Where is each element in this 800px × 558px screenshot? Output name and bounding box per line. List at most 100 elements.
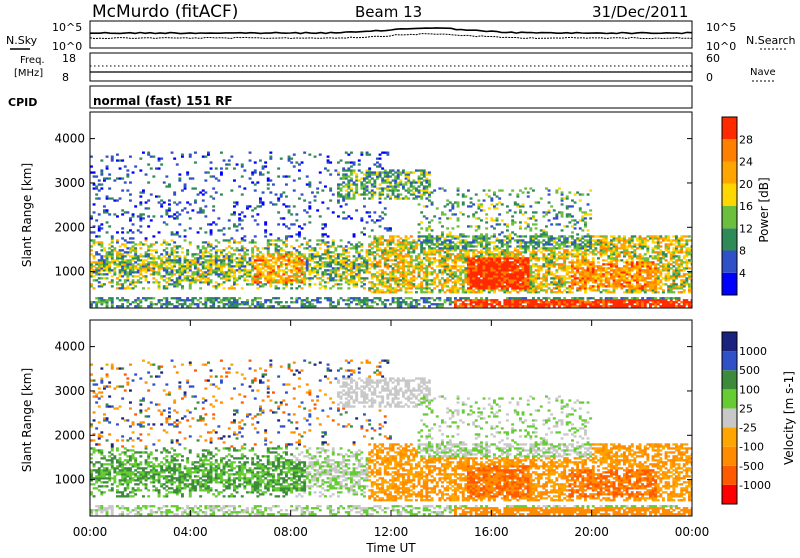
power-cell: [204, 215, 207, 217]
power-cell: [397, 239, 400, 241]
power-cell: [186, 211, 189, 213]
power-cell: [433, 281, 436, 283]
power-cell: [223, 263, 226, 265]
power-cell: [379, 187, 382, 189]
power-cell: [394, 271, 397, 273]
power-cell: [516, 291, 519, 293]
power-cell: [532, 241, 535, 243]
power-cell: [129, 199, 132, 201]
power-cell: [428, 181, 431, 183]
power-cell: [368, 235, 371, 237]
power-cell: [386, 289, 389, 291]
power-cell: [181, 189, 184, 191]
power-cell: [464, 267, 467, 269]
power-cell: [176, 297, 179, 299]
power-cell: [542, 229, 545, 231]
power-cell: [441, 257, 444, 259]
power-cell: [308, 255, 311, 257]
power-cell: [488, 207, 491, 209]
power-cell: [438, 289, 441, 291]
power-cell: [100, 223, 103, 225]
power-cell: [397, 169, 400, 171]
power-cell: [529, 255, 532, 257]
power-cell: [477, 267, 480, 269]
power-cell: [251, 263, 254, 265]
power-cell: [155, 279, 158, 281]
power-cell: [327, 245, 330, 247]
power-cell: [314, 305, 317, 307]
power-cell: [210, 175, 213, 177]
power-cell: [210, 231, 213, 233]
power-cell: [243, 303, 246, 305]
power-cell: [431, 267, 434, 269]
power-cell: [529, 259, 532, 261]
power-cell: [251, 255, 254, 257]
power-cell: [158, 195, 161, 197]
power-cell: [548, 287, 551, 289]
power-cell: [95, 279, 98, 281]
power-cell: [285, 175, 288, 177]
power-cell: [121, 209, 124, 211]
power-cell: [210, 259, 213, 261]
power-cell: [488, 269, 491, 271]
power-cell: [368, 287, 371, 289]
power-cell: [579, 287, 582, 289]
power-cell: [405, 273, 408, 275]
power-cell: [558, 235, 561, 237]
power-cell: [256, 297, 259, 299]
power-cell: [485, 279, 488, 281]
power-cell: [527, 281, 530, 283]
power-cell: [553, 263, 556, 265]
power-cell: [171, 283, 174, 285]
power-cell: [353, 245, 356, 247]
power-cell: [298, 269, 301, 271]
power-cell: [181, 299, 184, 301]
power-cell: [308, 301, 311, 303]
power-cell: [121, 287, 124, 289]
power-cell: [503, 265, 506, 267]
power-cell: [363, 191, 366, 193]
power-cell: [503, 287, 506, 289]
power-cell: [501, 275, 504, 277]
power-cell: [129, 269, 132, 271]
power-cell: [321, 279, 324, 281]
power-cell: [129, 281, 132, 283]
power-cell: [545, 269, 548, 271]
power-cell: [358, 271, 361, 273]
power-cell: [197, 269, 200, 271]
power-cell: [483, 257, 486, 259]
power-cell: [100, 277, 103, 279]
power-cell: [462, 255, 465, 257]
power-cell: [285, 267, 288, 269]
power-cell: [574, 305, 577, 307]
power-cell: [230, 285, 233, 287]
power-cell: [223, 303, 226, 305]
power-cell: [264, 263, 267, 265]
power-cell: [384, 271, 387, 273]
power-cell: [425, 181, 428, 183]
power-cell: [189, 303, 192, 305]
power-cell: [178, 179, 181, 181]
power-cell: [98, 253, 101, 255]
power-cell: [165, 299, 168, 301]
power-cell: [204, 156, 207, 158]
power-cell: [223, 287, 226, 289]
power-cell: [108, 247, 111, 249]
power-cell: [277, 255, 280, 257]
power-cell: [475, 193, 478, 195]
power-cell: [288, 281, 291, 283]
power-cell: [319, 181, 322, 183]
power-cell: [584, 221, 587, 223]
power-cell: [139, 195, 142, 197]
power-cell: [470, 269, 473, 271]
power-cell: [519, 253, 522, 255]
power-cell: [111, 241, 114, 243]
power-cell: [467, 281, 470, 283]
power-cell: [215, 285, 218, 287]
power-cell: [405, 259, 408, 261]
power-cell: [381, 237, 384, 239]
power-cell: [350, 165, 353, 167]
power-cell: [412, 285, 415, 287]
power-cell: [324, 273, 327, 275]
power-cell: [298, 285, 301, 287]
